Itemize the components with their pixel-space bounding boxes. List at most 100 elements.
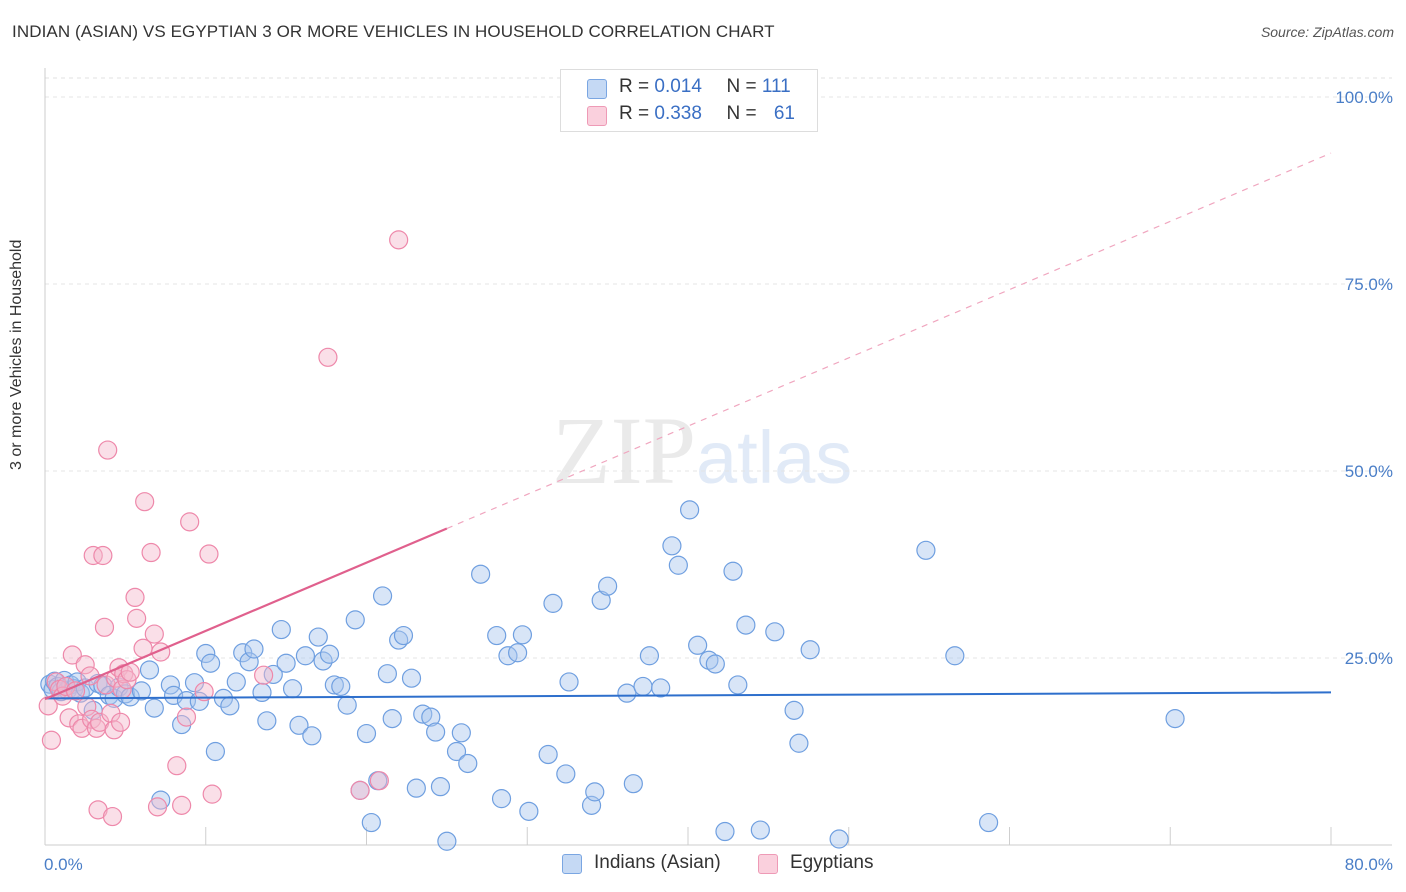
- egyptians-point[interactable]: [110, 712, 131, 732]
- indians-point[interactable]: [244, 639, 264, 659]
- indians-point[interactable]: [945, 646, 965, 666]
- egyptians-point[interactable]: [83, 545, 103, 566]
- indians-point[interactable]: [345, 610, 365, 630]
- egyptians-point[interactable]: [194, 682, 214, 702]
- indians-point[interactable]: [361, 812, 381, 833]
- indians-point[interactable]: [356, 723, 377, 744]
- egyptians-point[interactable]: [199, 544, 219, 564]
- indians-point[interactable]: [705, 654, 725, 674]
- egyptians-point[interactable]: [125, 587, 145, 608]
- egyptians-point[interactable]: [98, 440, 118, 460]
- indians-point[interactable]: [789, 733, 809, 753]
- indians-point[interactable]: [331, 676, 351, 697]
- indians-point[interactable]: [144, 698, 164, 718]
- indians-point[interactable]: [393, 625, 414, 646]
- indians-point[interactable]: [382, 708, 402, 729]
- indians-point[interactable]: [598, 576, 618, 596]
- indians-point[interactable]: [491, 789, 512, 809]
- egyptians-point[interactable]: [41, 730, 62, 750]
- indians-point[interactable]: [319, 644, 340, 664]
- egyptians-point[interactable]: [96, 675, 116, 695]
- egyptians-point[interactable]: [147, 797, 168, 817]
- indians-point[interactable]: [401, 668, 422, 688]
- indians-point[interactable]: [131, 681, 152, 701]
- indians-point[interactable]: [556, 764, 576, 784]
- indians-point[interactable]: [736, 615, 756, 635]
- egyptians-point[interactable]: [350, 780, 370, 800]
- egyptians-point[interactable]: [141, 542, 161, 563]
- indians-point[interactable]: [1165, 708, 1185, 729]
- egyptians-point[interactable]: [102, 806, 123, 827]
- indians-point[interactable]: [282, 679, 303, 699]
- indians-point[interactable]: [668, 555, 688, 575]
- indians-point[interactable]: [160, 675, 180, 695]
- indians-point[interactable]: [662, 536, 682, 556]
- indians-point[interactable]: [723, 561, 743, 581]
- egyptians-point[interactable]: [167, 756, 187, 776]
- indians-point[interactable]: [508, 643, 528, 663]
- egyptians-point[interactable]: [389, 230, 409, 250]
- egyptians-point[interactable]: [318, 347, 338, 367]
- indians-point[interactable]: [421, 707, 441, 727]
- indians-point[interactable]: [585, 782, 605, 802]
- indians-point[interactable]: [519, 801, 539, 821]
- indians-point[interactable]: [437, 831, 457, 851]
- egyptians-point[interactable]: [62, 645, 82, 665]
- indians-point[interactable]: [289, 715, 309, 735]
- indians-point[interactable]: [800, 640, 820, 660]
- indians-point[interactable]: [688, 635, 708, 655]
- indians-point[interactable]: [271, 619, 291, 640]
- indians-point[interactable]: [430, 777, 451, 797]
- indians-point[interactable]: [543, 593, 563, 613]
- indians-point[interactable]: [458, 753, 478, 774]
- indians-point[interactable]: [680, 500, 700, 520]
- egyptians-point[interactable]: [59, 708, 79, 728]
- egyptians-point[interactable]: [104, 720, 124, 740]
- indians-point[interactable]: [139, 660, 160, 680]
- egyptians-point[interactable]: [254, 665, 274, 685]
- egyptians-point[interactable]: [75, 655, 95, 675]
- indians-point[interactable]: [451, 723, 471, 743]
- indians-point[interactable]: [979, 812, 999, 833]
- egyptians-point[interactable]: [369, 771, 389, 791]
- indians-point[interactable]: [257, 711, 277, 731]
- indians-point[interactable]: [196, 643, 216, 664]
- indians-point[interactable]: [205, 741, 225, 762]
- indians-point[interactable]: [239, 652, 259, 672]
- egyptians-point[interactable]: [144, 624, 164, 644]
- indians-point[interactable]: [765, 622, 785, 642]
- indians-point[interactable]: [750, 820, 770, 840]
- egyptians-point[interactable]: [202, 784, 222, 804]
- indians-point[interactable]: [164, 685, 184, 706]
- indians-point[interactable]: [252, 682, 272, 703]
- indians-point[interactable]: [538, 744, 558, 765]
- indians-point[interactable]: [295, 646, 316, 666]
- egyptians-point[interactable]: [176, 707, 197, 727]
- egyptians-point[interactable]: [135, 492, 155, 512]
- indians-point[interactable]: [372, 586, 393, 606]
- egyptians-point[interactable]: [94, 617, 115, 637]
- indians-point[interactable]: [715, 821, 735, 842]
- indians-point[interactable]: [916, 540, 936, 560]
- indians-point[interactable]: [728, 675, 748, 695]
- indians-point[interactable]: [276, 653, 296, 673]
- indians-point[interactable]: [263, 664, 283, 685]
- indians-point[interactable]: [633, 676, 653, 697]
- indians-point[interactable]: [426, 722, 446, 742]
- indians-point[interactable]: [559, 672, 579, 692]
- indians-point[interactable]: [617, 683, 637, 703]
- indians-point[interactable]: [487, 625, 507, 646]
- indians-point[interactable]: [337, 695, 357, 715]
- indians-point[interactable]: [829, 829, 849, 849]
- egyptians-point[interactable]: [93, 545, 113, 566]
- indians-point[interactable]: [377, 664, 397, 684]
- indians-point[interactable]: [623, 774, 643, 794]
- indians-point[interactable]: [651, 678, 671, 698]
- egyptians-point[interactable]: [172, 795, 192, 815]
- egyptians-point[interactable]: [127, 608, 147, 628]
- indians-point[interactable]: [471, 564, 491, 584]
- indians-point[interactable]: [406, 778, 426, 798]
- indians-point[interactable]: [308, 627, 328, 647]
- indians-point[interactable]: [784, 700, 804, 720]
- indians-point[interactable]: [324, 675, 344, 695]
